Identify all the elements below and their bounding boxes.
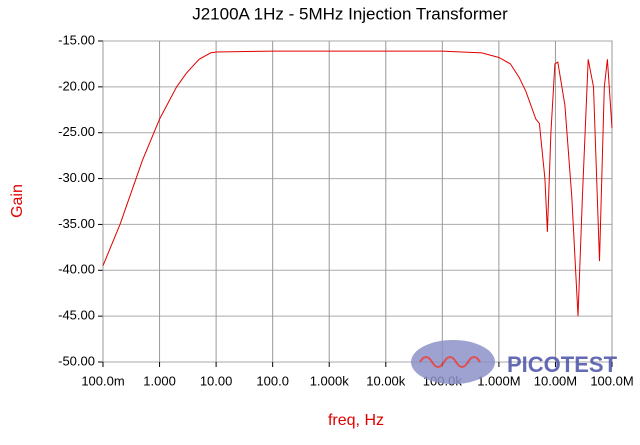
- x-tick-label: 1.000M: [477, 373, 520, 388]
- y-tick-label: -50.00: [58, 353, 95, 368]
- x-tick-label: 10.00M: [534, 373, 577, 388]
- chart-title: J2100A 1Hz - 5MHz Injection Transformer: [192, 4, 508, 23]
- x-tick-label: 100.0m: [81, 373, 124, 388]
- logo: PICOTEST: [411, 340, 618, 384]
- plot-area: [102, 40, 613, 363]
- y-axis-label: Gain: [9, 184, 26, 218]
- y-tick-label: -25.00: [58, 124, 95, 139]
- logo-text: PICOTEST: [507, 352, 618, 377]
- plot: -15.00 -20.00 -25.00 -30.00 -35.00 -40.00 -45.…: [58, 32, 634, 388]
- x-tick-label: 10.00: [200, 373, 233, 388]
- y-tick-label: -15.00: [58, 32, 95, 47]
- series-line: [102, 50, 613, 317]
- x-tick-label: 1.000: [143, 373, 176, 388]
- y-tick-label: -40.00: [58, 262, 95, 277]
- y-tick-label: -20.00: [58, 78, 95, 93]
- x-tick-label: 10.00k: [366, 373, 406, 388]
- logo-mark: [411, 340, 495, 384]
- y-tick-label: -35.00: [58, 216, 95, 231]
- y-tick-label: -45.00: [58, 308, 95, 323]
- x-tick-label: 100.0: [256, 373, 289, 388]
- x-axis-label: freq, Hz: [328, 412, 384, 429]
- x-tick-label: 100.0M: [590, 373, 633, 388]
- logo-wave: [419, 356, 481, 368]
- y-tick-label: -30.00: [58, 170, 95, 185]
- x-tick-label: 1.000k: [310, 373, 350, 388]
